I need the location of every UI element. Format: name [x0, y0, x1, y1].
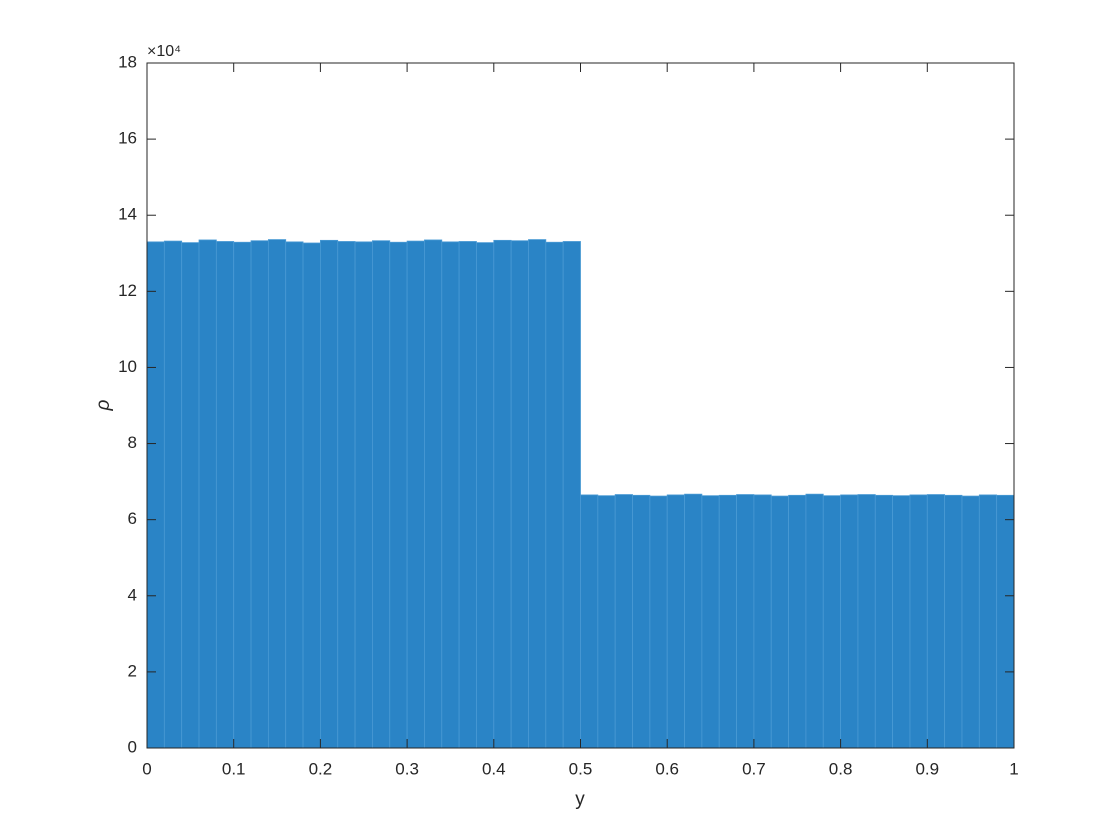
- x-tick-label: 1: [1009, 759, 1018, 778]
- bar: [978, 494, 998, 749]
- y-tick-label: 14: [118, 205, 137, 224]
- bar: [961, 495, 980, 749]
- bar: [528, 239, 547, 749]
- bar: [736, 494, 755, 749]
- bar: [718, 494, 737, 749]
- y-tick-label: 18: [118, 52, 137, 71]
- bar: [458, 241, 477, 749]
- bar: [632, 494, 651, 749]
- x-tick-label: 0.9: [915, 759, 939, 778]
- bar: [215, 241, 235, 749]
- x-tick-label: 0.1: [222, 759, 246, 778]
- y-tick-label: 4: [128, 585, 137, 604]
- bar: [857, 494, 876, 749]
- bar: [493, 239, 512, 749]
- bar: [614, 494, 633, 749]
- bar: [892, 495, 911, 749]
- bar: [545, 241, 564, 749]
- y-tick-label: 8: [128, 433, 137, 452]
- x-tick-label: 0.5: [569, 759, 593, 778]
- bar: [163, 240, 183, 749]
- bar: [909, 494, 928, 749]
- y-tick-label: 16: [118, 129, 137, 148]
- x-tick-label: 0.8: [829, 759, 853, 778]
- bar: [701, 495, 720, 749]
- bar: [389, 241, 408, 749]
- bar: [926, 494, 946, 749]
- bar: [874, 494, 894, 749]
- bar: [649, 495, 668, 749]
- bar: [476, 242, 495, 749]
- x-tick-label: 0: [142, 759, 151, 778]
- y-tick-label: 12: [118, 281, 137, 300]
- bar: [944, 494, 963, 749]
- bar: [597, 495, 616, 749]
- bar: [285, 241, 304, 749]
- bar: [770, 495, 789, 749]
- y-tick-label: 2: [128, 661, 137, 680]
- bar: [250, 240, 269, 749]
- bar: [302, 242, 321, 749]
- bar: [267, 239, 287, 749]
- bar: [666, 494, 685, 749]
- x-tick-label: 0.3: [395, 759, 419, 778]
- x-tick-label: 0.4: [482, 759, 506, 778]
- x-axis-label: y: [575, 789, 585, 810]
- y-tick-label: 10: [118, 357, 137, 376]
- x-tick-label: 0.7: [742, 759, 766, 778]
- bar: [372, 240, 391, 749]
- bar: [406, 240, 425, 749]
- y-exponent-label: ×10⁴: [147, 43, 181, 60]
- bar: [788, 494, 807, 749]
- y-tick-label: 6: [128, 509, 137, 528]
- bar: [354, 241, 373, 749]
- x-tick-label: 0.2: [309, 759, 333, 778]
- bar: [996, 494, 1015, 749]
- bar: [441, 241, 460, 749]
- bar: [753, 494, 772, 749]
- bar: [562, 241, 581, 749]
- y-tick-label: 0: [128, 737, 137, 756]
- bar: [233, 241, 252, 749]
- bar: [822, 495, 842, 749]
- bar: [198, 239, 217, 749]
- bar: [510, 240, 529, 749]
- bar: [319, 239, 339, 749]
- bar: [580, 494, 599, 749]
- bar: [684, 493, 703, 749]
- bar: [840, 494, 859, 749]
- bar: [424, 239, 443, 749]
- bar: [805, 493, 824, 749]
- y-axis-label: ρ: [93, 399, 114, 411]
- bar: [337, 241, 356, 749]
- x-tick-label: 0.6: [655, 759, 679, 778]
- bar: [181, 242, 200, 749]
